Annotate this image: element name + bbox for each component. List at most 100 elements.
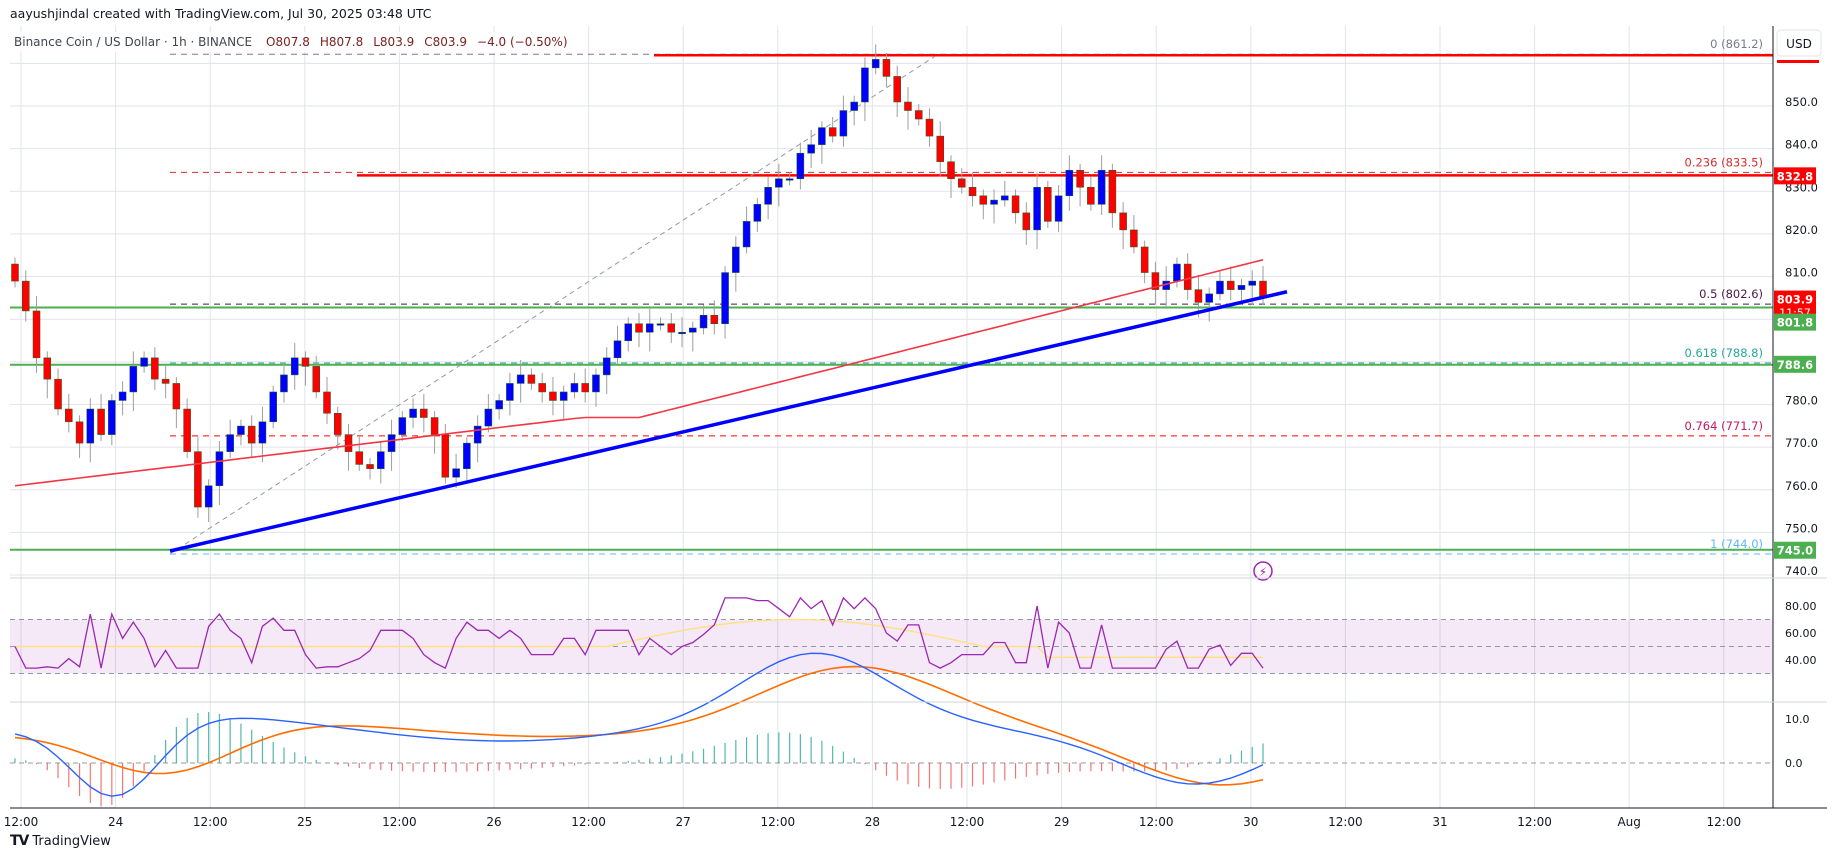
candle — [968, 187, 977, 197]
candle — [301, 357, 310, 367]
candle — [161, 378, 170, 384]
candle — [1076, 169, 1084, 188]
candle — [624, 323, 632, 342]
time-axis-label: 12:00 — [1328, 815, 1363, 829]
candle — [484, 408, 493, 427]
attribution-text: aayushjindal created with TradingView.co… — [10, 6, 432, 21]
candle — [947, 161, 955, 180]
svg-text:USD: USD — [1786, 37, 1812, 51]
candle — [54, 378, 62, 410]
candle — [925, 118, 934, 137]
price-badge: 801.8 — [1774, 313, 1816, 331]
axes: 12:00 24 12:00 25 12:00 26 12:00 27 12:00 28 12:00… — [4, 26, 1827, 829]
candle — [355, 451, 364, 465]
candle — [506, 383, 514, 401]
tradingview-footer[interactable]: TV TradingView — [10, 833, 111, 849]
macd-pane: 10.0 0.0 — [10, 652, 1810, 807]
time-axis-label: 28 — [865, 815, 880, 829]
candle — [32, 310, 41, 359]
fib-label: 0 (861.2) — [1710, 37, 1763, 51]
candle — [269, 391, 277, 423]
candle — [1087, 187, 1095, 205]
candle — [194, 451, 202, 508]
candle — [398, 417, 407, 435]
candle — [764, 187, 772, 205]
rsi-tick: 40.00 — [1785, 654, 1817, 667]
candle — [936, 135, 944, 162]
candle — [118, 391, 127, 401]
price-tick: 770.0 — [1785, 436, 1818, 450]
candle — [1065, 169, 1074, 197]
svg-text:832.8: 832.8 — [1777, 169, 1813, 183]
symbol-name[interactable]: Binance Coin / US Dollar · 1h · BINANCE — [14, 35, 253, 49]
candle — [1022, 212, 1031, 231]
candle — [11, 263, 19, 282]
price-badge: 832.8 — [1774, 167, 1816, 185]
rsi-tick: 60.00 — [1785, 627, 1817, 640]
candle — [828, 127, 837, 137]
candle — [753, 204, 762, 222]
candle — [796, 152, 805, 180]
candle — [1108, 169, 1117, 214]
candle — [344, 434, 353, 452]
time-axis-label: 12:00 — [950, 815, 985, 829]
candle — [75, 421, 84, 444]
candle — [914, 110, 923, 120]
candle — [958, 178, 966, 188]
signal-line — [14, 665, 1264, 786]
macd-line — [14, 652, 1264, 797]
time-axis-label: 12:00 — [1517, 815, 1552, 829]
candle — [215, 451, 224, 487]
fib-label: 0.236 (833.5) — [1685, 155, 1763, 169]
price-badge: 745.0 — [1774, 541, 1816, 559]
price-tick: 740.0 — [1785, 564, 1818, 578]
candle — [409, 408, 417, 418]
candle — [323, 391, 331, 414]
ohlc-low: L803.9 — [373, 35, 415, 49]
svg-text:745.0: 745.0 — [1777, 544, 1813, 558]
moving-average-line — [14, 259, 1264, 487]
candle — [1173, 263, 1181, 282]
trendline[interactable] — [169, 290, 1288, 553]
ohlc-high: H807.8 — [319, 35, 364, 49]
price-tick: 820.0 — [1785, 223, 1818, 237]
time-axis-label: 12:00 — [193, 815, 228, 829]
candle — [602, 357, 611, 376]
candle — [247, 425, 256, 444]
price-tick: 850.0 — [1785, 95, 1818, 109]
fib-label: 1 (744.0) — [1710, 537, 1763, 551]
candle — [656, 323, 665, 326]
candle — [312, 366, 320, 393]
time-axis-label: 12:00 — [761, 815, 796, 829]
price-levels: 0 (861.2) 0.236 (833.5) 0.5 (802.6) 0.618 (… — [10, 37, 1773, 555]
candle — [1054, 195, 1063, 222]
candle — [1119, 212, 1127, 231]
candle — [387, 434, 396, 452]
candle — [290, 357, 299, 376]
candle — [473, 425, 482, 444]
candle — [441, 434, 450, 478]
candle — [1044, 187, 1052, 222]
lightning-alert-icon[interactable]: ⚡ — [1253, 561, 1273, 581]
candle — [699, 314, 708, 329]
rsi-line — [14, 596, 1264, 670]
symbol-legend: Binance Coin / US Dollar · 1h · BINANCE … — [10, 32, 572, 52]
candle — [420, 408, 428, 418]
candle — [775, 178, 783, 188]
candle — [97, 408, 105, 435]
candle — [689, 327, 697, 333]
rsi-ma-line — [15, 618, 1263, 658]
candle — [613, 340, 622, 359]
currency-button[interactable]: USD — [1776, 29, 1822, 57]
candle — [527, 374, 536, 384]
candle — [237, 425, 245, 435]
candle — [43, 357, 52, 380]
candle — [570, 383, 579, 393]
time-axis-label: 27 — [676, 815, 691, 829]
candle — [1205, 293, 1213, 303]
candle — [710, 314, 719, 324]
candle — [108, 400, 116, 435]
candle — [1237, 285, 1246, 290]
candle — [1130, 229, 1138, 248]
